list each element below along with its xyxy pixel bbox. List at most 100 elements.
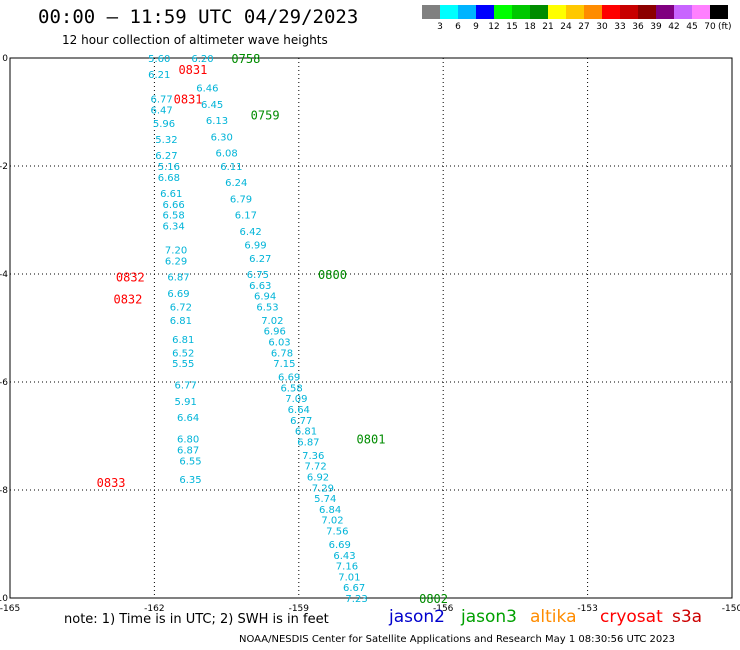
color-swatch xyxy=(440,5,458,19)
pass-time-label: 0801 xyxy=(357,433,386,447)
x-tick-label: -153 xyxy=(577,604,597,614)
color-scale-label: 15 xyxy=(506,22,518,32)
jason3-data-point: 6.69 xyxy=(329,540,351,551)
jason3-data-point: 6.94 xyxy=(254,292,276,303)
jason3-data-point: 6.20 xyxy=(191,54,213,65)
color-swatch xyxy=(692,5,710,19)
cryosat-data-point: 6.35 xyxy=(179,475,201,486)
jason3-data-point: 6.46 xyxy=(196,84,218,95)
jason3-data-point: 6.92 xyxy=(307,473,329,484)
color-swatch xyxy=(566,5,584,19)
jason3-data-point: 6.96 xyxy=(264,327,286,338)
x-tick-label: -150 xyxy=(722,604,740,614)
color-scale-label: 39 xyxy=(650,22,662,32)
color-swatch xyxy=(512,5,530,19)
cryosat-data-point: 6.72 xyxy=(170,302,192,313)
jason3-data-point: 6.78 xyxy=(271,348,293,359)
jason3-data-point: 6.67 xyxy=(343,583,365,594)
color-swatch xyxy=(710,5,728,19)
jason3-data-point: 6.58 xyxy=(280,383,302,394)
cryosat-data-point: 7.20 xyxy=(165,246,187,257)
jason3-data-point: 7.16 xyxy=(336,562,358,573)
pass-time-label: 0800 xyxy=(318,268,347,282)
jason3-data-point: 7.02 xyxy=(321,516,343,527)
color-scale-label: 42 xyxy=(668,22,680,32)
color-scale-label: 12 xyxy=(488,22,500,32)
color-scale-label: 33 xyxy=(614,22,626,32)
jason3-data-point: 6.63 xyxy=(249,281,271,292)
color-swatch xyxy=(584,5,602,19)
jason3-data-point: 6.45 xyxy=(201,100,223,111)
cryosat-data-point: 6.55 xyxy=(179,456,201,467)
cryosat-data-point: 6.80 xyxy=(177,435,199,446)
cryosat-data-point: 6.27 xyxy=(155,151,177,162)
cryosat-data-point: 6.69 xyxy=(167,289,189,300)
pass-time-label: 0759 xyxy=(251,109,280,123)
jason3-data-point: 6.43 xyxy=(333,551,355,562)
x-tick-label: -159 xyxy=(289,604,310,614)
jason3-data-point: 7.09 xyxy=(285,394,307,405)
color-swatch xyxy=(422,5,440,19)
cryosat-data-point: 6.81 xyxy=(170,316,192,327)
pass-time-label: 0802 xyxy=(419,592,448,606)
color-scale-label: 3 xyxy=(437,22,443,32)
color-swatch xyxy=(638,5,656,19)
jason3-data-point: 6.27 xyxy=(249,254,271,265)
color-scale-label: 24 xyxy=(560,22,572,32)
cryosat-data-point: 6.29 xyxy=(165,257,187,268)
cryosat-data-point: 6.77 xyxy=(150,95,172,106)
jason3-data-point: 6.77 xyxy=(290,416,312,427)
y-tick-label: -4 xyxy=(0,270,8,280)
color-swatch xyxy=(656,5,674,19)
jason3-data-point: 7.36 xyxy=(302,451,324,462)
pass-time-label: 0831 xyxy=(174,93,203,107)
jason3-data-point: 6.79 xyxy=(230,194,252,205)
jason3-data-point: 6.08 xyxy=(215,149,237,160)
jason3-data-point: 7.02 xyxy=(261,316,283,327)
jason3-data-point: 7.56 xyxy=(326,527,348,538)
color-scale-label: 18 xyxy=(524,22,536,32)
jason3-data-point: 5.74 xyxy=(314,494,336,505)
color-swatch xyxy=(548,5,566,19)
color-swatch xyxy=(674,5,692,19)
y-tick-label: -10 xyxy=(0,594,8,604)
jason3-data-point: 6.30 xyxy=(211,132,233,143)
jason3-data-point: 6.03 xyxy=(268,338,290,349)
cryosat-data-point: 6.81 xyxy=(172,335,194,346)
color-scale-label: 27 xyxy=(578,22,590,32)
chart-title: 00:00 – 11:59 UTC 04/29/2023 xyxy=(38,6,359,28)
cryosat-data-point: 6.66 xyxy=(163,200,185,211)
color-scale-label: 6 xyxy=(455,22,461,32)
pass-time-label: 0833 xyxy=(97,476,126,490)
x-tick-label: -156 xyxy=(433,604,454,614)
y-tick-label: -2 xyxy=(0,162,8,172)
satellite-legend-altika: altika xyxy=(530,607,577,627)
pass-time-label: 0758 xyxy=(231,52,260,66)
jason3-data-point: 6.11 xyxy=(220,162,242,173)
pass-time-label: 0832 xyxy=(116,271,145,285)
color-scale-label: 9 xyxy=(473,22,479,32)
x-tick-label: -162 xyxy=(144,604,164,614)
jason3-data-point: 6.99 xyxy=(244,240,266,251)
cryosat-data-point: 6.87 xyxy=(167,273,189,284)
jason3-data-point: 6.69 xyxy=(278,373,300,384)
footer-credit: NOAA/NESDIS Center for Satellite Applica… xyxy=(239,634,675,645)
cryosat-data-point: 6.21 xyxy=(148,70,170,81)
cryosat-data-point: 6.87 xyxy=(177,446,199,457)
cryosat-data-point: 5.16 xyxy=(158,162,180,173)
cryosat-data-point: 6.61 xyxy=(160,189,182,200)
color-scale-label: 36 xyxy=(632,22,644,32)
jason3-data-point: 6.53 xyxy=(256,302,278,313)
cryosat-data-point: 5.55 xyxy=(172,359,194,370)
satellite-legend-s3a: s3a xyxy=(672,607,703,627)
color-swatch xyxy=(530,5,548,19)
chart-subtitle: 12 hour collection of altimeter wave hei… xyxy=(62,33,328,47)
footer-note: note: 1) Time is in UTC; 2) SWH is in fe… xyxy=(64,612,329,627)
cryosat-data-point: 5.91 xyxy=(175,397,197,408)
y-tick-label: -6 xyxy=(0,378,8,388)
jason3-data-point: 7.72 xyxy=(305,462,327,473)
jason3-data-point: 6.24 xyxy=(225,178,247,189)
jason3-data-point: 6.64 xyxy=(288,405,310,416)
jason3-data-point: 6.87 xyxy=(297,437,319,448)
